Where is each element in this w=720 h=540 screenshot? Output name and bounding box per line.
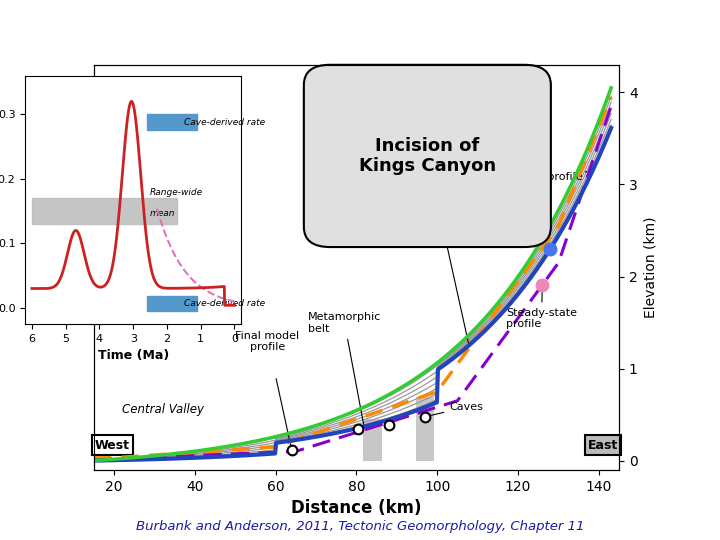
Text: West: West	[94, 438, 130, 451]
X-axis label: Time (Ma): Time (Ma)	[98, 349, 168, 362]
FancyBboxPatch shape	[304, 65, 551, 247]
Y-axis label: Elevation (km): Elevation (km)	[644, 217, 657, 318]
Text: Modern profile: Modern profile	[502, 172, 587, 182]
Bar	[416, 397, 434, 461]
Text: Central Valley: Central Valley	[122, 403, 204, 416]
Text: Metamorphic
belt: Metamorphic belt	[308, 312, 382, 426]
Text: Caves: Caves	[428, 402, 483, 416]
Text: Range-wide: Range-wide	[150, 188, 203, 197]
Bar	[364, 419, 382, 461]
Text: Incision of
Kings Canyon: Incision of Kings Canyon	[359, 137, 496, 176]
Text: Final model
profile: Final model profile	[235, 330, 300, 352]
Text: Cave-derived rate: Cave-derived rate	[184, 300, 265, 308]
Text: Cave-derived rate: Cave-derived rate	[184, 118, 265, 127]
Text: Steady-state
profile: Steady-state profile	[506, 288, 577, 329]
X-axis label: Distance (km): Distance (km)	[291, 499, 422, 517]
Text: East: East	[588, 438, 618, 451]
Text: Burbank and Anderson, 2011, Tectonic Geomorphology, Chapter 11: Burbank and Anderson, 2011, Tectonic Geo…	[136, 520, 584, 533]
Text: Post-uplift
model profile: Post-uplift model profile	[405, 211, 478, 346]
Text: mean: mean	[150, 208, 176, 218]
